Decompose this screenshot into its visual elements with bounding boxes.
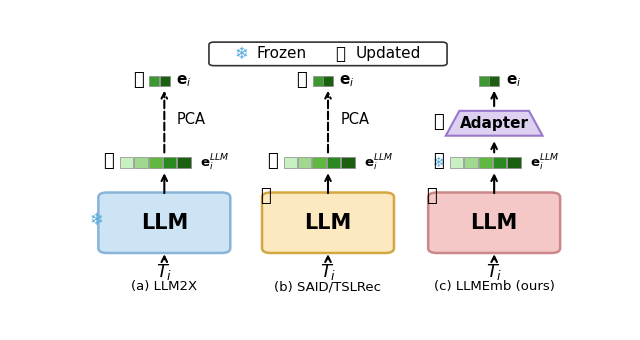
Text: (b) SAID/TSLRec: (b) SAID/TSLRec bbox=[275, 280, 381, 293]
Text: $\mathbf{e}_i$: $\mathbf{e}_i$ bbox=[339, 73, 355, 89]
FancyBboxPatch shape bbox=[312, 157, 326, 168]
Text: ❄: ❄ bbox=[234, 45, 248, 63]
FancyBboxPatch shape bbox=[508, 157, 521, 168]
FancyBboxPatch shape bbox=[284, 157, 297, 168]
Text: 🔥: 🔥 bbox=[260, 187, 270, 205]
Text: PCA: PCA bbox=[177, 112, 205, 127]
Text: ❄: ❄ bbox=[90, 211, 103, 229]
FancyBboxPatch shape bbox=[134, 157, 148, 168]
Text: $\mathbf{e}_i^{LLM}$: $\mathbf{e}_i^{LLM}$ bbox=[530, 152, 559, 173]
Text: (c) LLMEmb (ours): (c) LLMEmb (ours) bbox=[434, 280, 555, 293]
FancyBboxPatch shape bbox=[209, 42, 447, 66]
FancyBboxPatch shape bbox=[323, 76, 333, 86]
Text: $\mathbf{e}_i$: $\mathbf{e}_i$ bbox=[176, 73, 191, 89]
Text: LLM: LLM bbox=[470, 213, 518, 233]
Text: $\mathbf{e}_i$: $\mathbf{e}_i$ bbox=[506, 73, 521, 89]
FancyBboxPatch shape bbox=[428, 192, 560, 253]
FancyBboxPatch shape bbox=[479, 157, 492, 168]
Text: 🔥: 🔥 bbox=[433, 113, 444, 131]
FancyBboxPatch shape bbox=[159, 76, 170, 86]
Text: $T_i$: $T_i$ bbox=[156, 262, 173, 283]
Text: LLM: LLM bbox=[141, 213, 188, 233]
Text: 🔥: 🔥 bbox=[103, 152, 114, 170]
Polygon shape bbox=[446, 111, 543, 136]
Text: (a) LLM2X: (a) LLM2X bbox=[131, 280, 197, 293]
FancyBboxPatch shape bbox=[341, 157, 355, 168]
FancyBboxPatch shape bbox=[327, 157, 340, 168]
Text: ❄: ❄ bbox=[433, 155, 444, 170]
FancyBboxPatch shape bbox=[148, 157, 162, 168]
Text: 🔥: 🔥 bbox=[335, 45, 346, 63]
Text: PCA: PCA bbox=[340, 112, 369, 127]
Text: 🔥: 🔥 bbox=[426, 187, 436, 205]
FancyBboxPatch shape bbox=[313, 76, 323, 86]
FancyBboxPatch shape bbox=[262, 192, 394, 253]
Text: Updated: Updated bbox=[355, 46, 420, 62]
Text: 🔥: 🔥 bbox=[267, 152, 278, 170]
FancyBboxPatch shape bbox=[177, 157, 191, 168]
FancyBboxPatch shape bbox=[163, 157, 177, 168]
Text: $T_i$: $T_i$ bbox=[320, 262, 336, 283]
Text: 🔥: 🔥 bbox=[296, 71, 307, 89]
Text: LLM: LLM bbox=[305, 213, 351, 233]
FancyBboxPatch shape bbox=[298, 157, 312, 168]
FancyBboxPatch shape bbox=[450, 157, 463, 168]
Text: $\mathbf{e}_i^{LLM}$: $\mathbf{e}_i^{LLM}$ bbox=[364, 152, 393, 173]
FancyBboxPatch shape bbox=[490, 76, 499, 86]
Text: $\mathbf{e}_i^{LLM}$: $\mathbf{e}_i^{LLM}$ bbox=[200, 152, 230, 173]
FancyBboxPatch shape bbox=[464, 157, 477, 168]
FancyBboxPatch shape bbox=[479, 76, 489, 86]
FancyBboxPatch shape bbox=[99, 192, 230, 253]
Text: 🔥: 🔥 bbox=[433, 152, 444, 170]
FancyBboxPatch shape bbox=[120, 157, 133, 168]
Text: Adapter: Adapter bbox=[460, 116, 529, 131]
Text: 🔥: 🔥 bbox=[132, 71, 143, 89]
FancyBboxPatch shape bbox=[493, 157, 506, 168]
Text: $T_i$: $T_i$ bbox=[486, 262, 502, 283]
Text: Frozen: Frozen bbox=[256, 46, 306, 62]
FancyBboxPatch shape bbox=[149, 76, 159, 86]
